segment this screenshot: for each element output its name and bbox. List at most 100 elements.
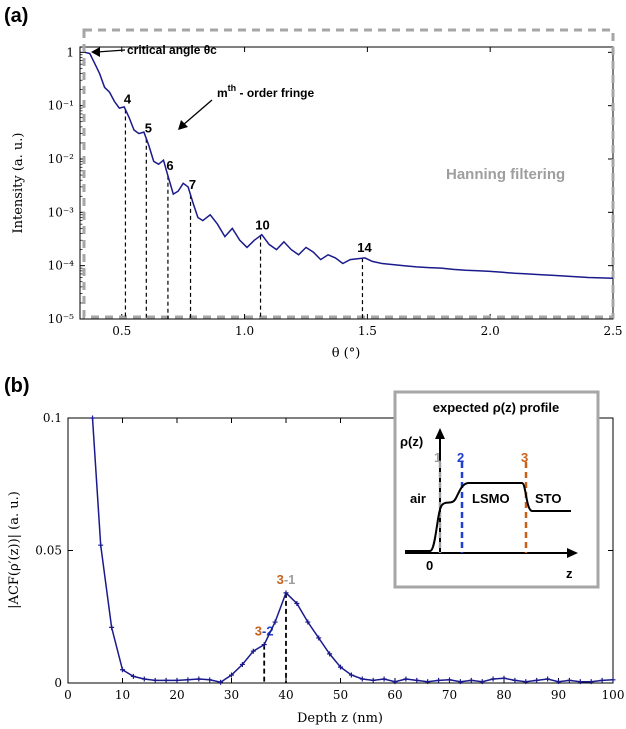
acf-point — [425, 679, 431, 685]
panel-b-x-tick-label: 100 — [602, 688, 625, 702]
panel-b-x-axis-label: Depth z (nm) — [297, 711, 383, 726]
acf-point — [141, 676, 147, 682]
acf-point — [381, 676, 387, 682]
panel-a-y-tick-label: 10⁻⁴ — [48, 259, 75, 273]
panel-b-x-tick-label: 50 — [333, 688, 348, 702]
acf-point — [403, 676, 409, 682]
fringe-label-7: 7 — [189, 177, 196, 192]
critical-angle-arrowhead — [91, 47, 100, 57]
acf-point — [109, 624, 115, 630]
acf-point — [588, 679, 594, 685]
acf-point — [305, 619, 311, 625]
acf-point — [250, 648, 256, 654]
inset-x-arrow — [567, 548, 578, 558]
panel-a-y-tick-label: 1 — [66, 45, 74, 59]
acf-point — [174, 677, 180, 683]
inset-title: expected ρ(z) profile — [433, 400, 560, 415]
panel-a-axes-frame — [79, 46, 614, 320]
acf-point — [447, 677, 452, 683]
acf-point — [348, 672, 354, 678]
acf-point — [392, 679, 398, 685]
acf-point — [457, 679, 463, 685]
fringe-label-6: 6 — [166, 158, 173, 173]
hanning-filter-box — [82, 28, 615, 319]
inset-line-3-label: 3 — [521, 450, 528, 465]
panel-b-x-tick-label: 90 — [551, 688, 566, 702]
acf-point — [370, 677, 376, 683]
acf-point — [283, 590, 289, 596]
panel-a-label: (a) — [4, 5, 28, 27]
inset-y-arrow — [435, 428, 445, 439]
critical-angle-label: critical angle θc — [127, 43, 217, 57]
acf-point — [229, 672, 234, 678]
fringe-order-sup: th — [228, 83, 237, 93]
inset-y-label: ρ(z) — [400, 434, 423, 449]
acf-point — [523, 679, 529, 685]
acf-point — [239, 661, 245, 667]
panel-a-x-tick-label: 2.0 — [481, 324, 500, 338]
panel-a: 10⁻⁵ 10⁻⁴ 10⁻³ 10⁻² 10⁻¹ 1 0.5 1.0 1.5 2.0 2.5 Ha… — [11, 28, 623, 361]
hanning-filter-label: Hanning filtering — [446, 166, 565, 183]
acf-point — [185, 677, 191, 683]
acf-point — [414, 677, 420, 683]
acf-point — [566, 677, 572, 683]
panel-b-y-tick-label: 0.05 — [35, 544, 62, 558]
fringe-order-label: mth - order fringe — [217, 83, 315, 100]
acf-point — [152, 677, 158, 683]
acf-point — [130, 673, 136, 679]
acf-point — [534, 677, 540, 683]
panel-b-x-tick-label: 40 — [278, 688, 293, 702]
acf-point — [468, 677, 474, 683]
inset-region-air: air — [410, 491, 426, 506]
acf-point — [545, 676, 551, 682]
panel-a-x-axis-label: θ (°) — [332, 346, 361, 361]
acf-point — [599, 677, 605, 683]
inset-region-lsmo: LSMO — [472, 491, 510, 506]
acf-point — [577, 679, 583, 685]
panel-b-y-ticks: 0 0.05 0.1 — [35, 411, 613, 690]
acf-point — [359, 676, 365, 682]
inset-region-sto: STO — [535, 491, 562, 506]
inset-frame — [393, 390, 600, 589]
panel-a-x-tick-label: 0.5 — [112, 324, 131, 338]
acf-point — [120, 667, 125, 673]
panel-a-y-tick-label: 10⁻³ — [48, 205, 75, 219]
panel-a-x-tick-label: 1.5 — [358, 324, 377, 338]
panel-b-y-tick-label: 0 — [54, 676, 62, 690]
fringe-label-4: 4 — [124, 92, 132, 107]
acf-point — [196, 676, 202, 682]
inset-x-label: z — [566, 566, 573, 581]
panel-b-x-tick-label: 30 — [224, 688, 239, 702]
acf-point — [272, 619, 278, 625]
acf-point — [261, 642, 267, 648]
panel-b-x-ticks: 0 10 20 30 40 50 60 70 80 90 100 — [64, 418, 624, 702]
panel-b: 00.050.1 0 10 20 30 40 50 60 70 80 90 100 3-23-1 D… — [7, 390, 624, 726]
panel-b-y-tick-label: 0.1 — [43, 411, 62, 425]
critical-angle-annotation: critical angle θc — [91, 43, 217, 57]
fringe-order-arrow — [182, 99, 213, 126]
panel-a-x-tick-label: 1.0 — [235, 324, 254, 338]
intensity-curve — [84, 51, 614, 280]
panel-a-y-ticks: 10⁻⁵ 10⁻⁴ 10⁻³ 10⁻² 10⁻¹ 1 — [48, 45, 613, 326]
fringe-order-annotation: mth - order fringe — [178, 83, 315, 130]
acf-point — [207, 677, 213, 683]
panel-b-x-tick-label: 60 — [387, 688, 402, 702]
acf-point — [163, 677, 169, 683]
panel-a-x-ticks: 0.5 1.0 1.5 2.0 2.5 — [112, 47, 623, 338]
panel-b-x-tick-label: 70 — [442, 688, 457, 702]
panel-a-y-axis-label: Intensity (a. u.) — [11, 133, 26, 234]
inset-profile-curve — [405, 482, 571, 552]
fringe-label-10: 10 — [255, 218, 269, 233]
interface-markers: 3-23-1 — [255, 572, 295, 683]
acf-point — [436, 677, 442, 683]
panel-b-x-tick-label: 20 — [169, 688, 184, 702]
inset-line-2-label: 2 — [457, 450, 464, 465]
acf-point — [294, 601, 300, 606]
panel-a-y-tick-label: 10⁻² — [48, 152, 75, 166]
fringe-markers: 45 6 7 10 14 — [124, 92, 372, 319]
critical-angle-arrow — [96, 49, 126, 53]
acf-point — [98, 542, 104, 548]
inset-line-1-label: 1 — [434, 450, 441, 465]
panel-b-label: (b) — [4, 375, 30, 397]
acf-point — [479, 679, 485, 685]
